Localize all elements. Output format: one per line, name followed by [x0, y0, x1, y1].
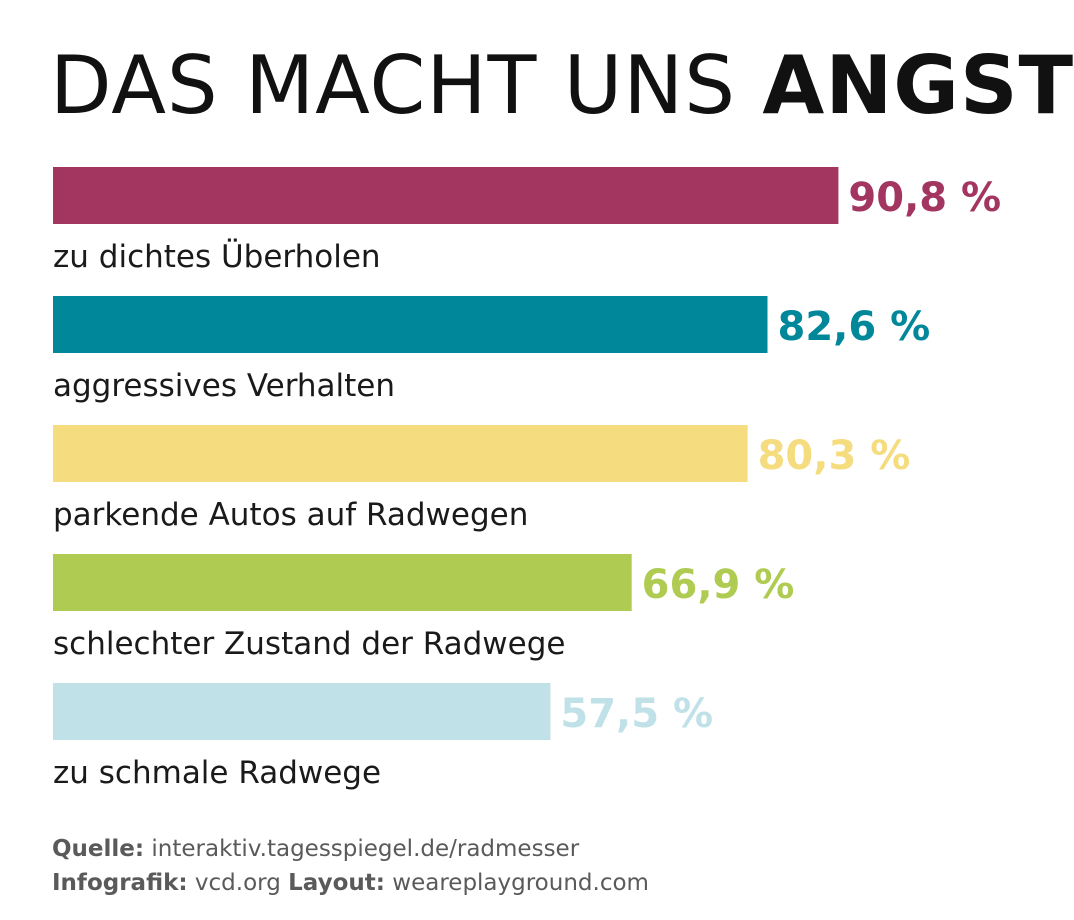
bar	[53, 296, 768, 353]
bar	[53, 554, 632, 611]
source-value: interaktiv.tagesspiegel.de/radmesser	[151, 836, 580, 862]
chart-title-light: DAS MACHT UNS	[50, 39, 736, 132]
category-label: schlechter Zustand der Radwege	[53, 626, 565, 662]
infografik-value: vcd.org	[194, 870, 281, 896]
bar	[53, 425, 748, 482]
chart-title-bold: ANGST	[762, 39, 1074, 132]
bar-chart: 90,8 % zu dichtes Überholen 82,6 % aggressi…	[53, 167, 1001, 791]
value-label: 66,9 %	[642, 562, 795, 608]
chart-title: DAS MACHT UNS ANGST	[50, 40, 1074, 132]
infografik-label: Infografik:	[52, 870, 188, 896]
category-label: zu dichtes Überholen	[53, 238, 381, 275]
source-line: Quelle: interaktiv.tagesspiegel.de/radme…	[52, 836, 579, 862]
layout-label: Layout:	[288, 870, 385, 896]
layout-value: weareplayground.com	[392, 870, 649, 896]
value-label: 82,6 %	[777, 304, 930, 350]
source-label: Quelle:	[52, 836, 145, 862]
value-label: 80,3 %	[758, 433, 911, 479]
value-label: 57,5 %	[560, 691, 713, 737]
category-label: parkende Autos auf Radwegen	[53, 497, 528, 533]
bar	[53, 167, 839, 224]
value-label: 90,8 %	[848, 175, 1001, 221]
category-label: aggressives Verhalten	[53, 368, 395, 404]
category-label: zu schmale Radwege	[53, 755, 381, 791]
credits-line: Infografik: vcd.org Layout: weareplaygro…	[52, 870, 649, 896]
bar	[53, 683, 551, 740]
